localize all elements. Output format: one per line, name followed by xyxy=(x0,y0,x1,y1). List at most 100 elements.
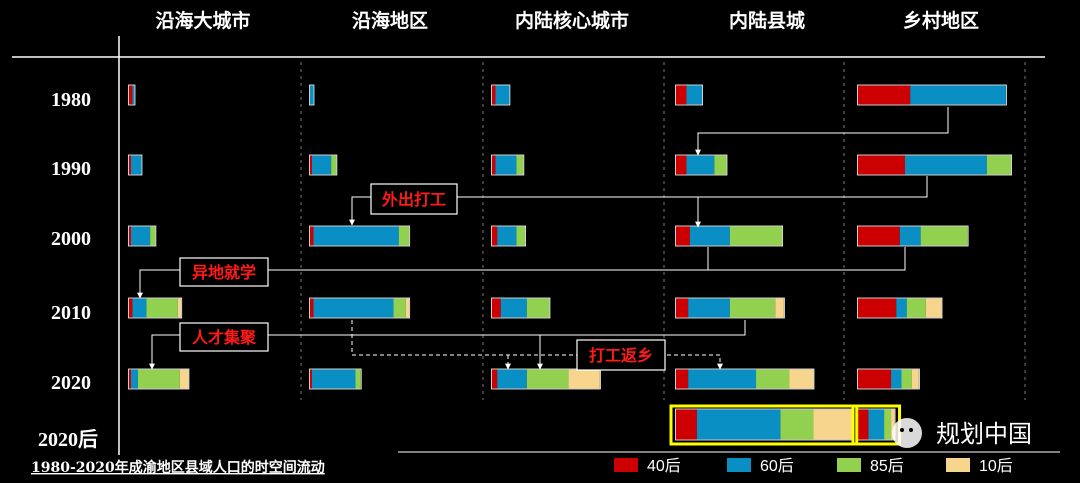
bar-segment-10后 xyxy=(568,369,600,389)
bar-outline xyxy=(857,154,1013,176)
bar-segment-40后 xyxy=(310,226,314,246)
bar-segment-85后 xyxy=(756,369,790,389)
bar-segment-40后 xyxy=(858,298,897,318)
bar-segment-40后 xyxy=(129,226,131,246)
annotation-box xyxy=(179,257,269,287)
bar-segment-40后 xyxy=(676,369,689,389)
bar-segment-60后 xyxy=(686,155,715,175)
column-title: 沿海大城市 xyxy=(155,9,250,32)
wechat-icon-eye xyxy=(909,428,913,432)
year-label: 2000 xyxy=(51,228,91,250)
bar-segment-60后 xyxy=(689,226,730,246)
bar-outline xyxy=(675,297,785,319)
bar-segment-40后 xyxy=(858,409,869,440)
year-label: 2020后 xyxy=(38,428,98,451)
bar-segment-60后 xyxy=(686,85,703,105)
legend-label: 60后 xyxy=(760,457,794,475)
bar-segment-60后 xyxy=(313,226,399,246)
flow-study-elsewhere xyxy=(137,247,906,299)
bar-segment-85后 xyxy=(516,155,524,175)
bar-segment-85后 xyxy=(516,226,526,246)
bar-segment-60后 xyxy=(312,155,332,175)
bar-outline xyxy=(675,84,704,106)
bar-outline xyxy=(675,154,728,176)
bar-segment-60后 xyxy=(497,226,517,246)
bar-outline xyxy=(491,368,601,390)
bar-segment-40后 xyxy=(492,298,501,318)
bar-outline xyxy=(857,368,920,390)
bar-outline xyxy=(309,225,411,247)
bar-segment-40后 xyxy=(310,369,312,389)
bar-segment-60后 xyxy=(896,298,907,318)
bar-outline xyxy=(857,225,969,247)
bar-outline xyxy=(857,297,943,319)
bar-outline xyxy=(309,368,362,390)
bar-segment-85后 xyxy=(137,369,180,389)
bar-segment-10后 xyxy=(177,298,182,318)
bar-outline xyxy=(309,297,411,319)
bar-segment-40后 xyxy=(858,85,911,105)
bar-segment-85后 xyxy=(526,369,569,389)
watermark-text: 规划中国 xyxy=(936,420,1032,448)
column-title: 内陆县城 xyxy=(729,9,805,32)
annotation-label: 人才集聚 xyxy=(192,328,257,347)
bar-outline xyxy=(128,84,136,106)
bar-outline xyxy=(491,225,526,247)
flow-talent-agglomeration xyxy=(149,320,746,370)
annotation-label: 外出打工 xyxy=(381,190,446,209)
bar-segment-60后 xyxy=(688,298,730,318)
legend-swatch xyxy=(837,458,861,472)
year-label: 2010 xyxy=(51,302,91,324)
legend-label: 40后 xyxy=(647,457,681,475)
bar-segment-85后 xyxy=(331,155,337,175)
legend-swatch xyxy=(614,458,638,472)
bar-outline xyxy=(491,84,511,106)
bar-segment-40后 xyxy=(129,85,133,105)
year-label: 1980 xyxy=(51,89,91,111)
bar-outline xyxy=(309,84,315,106)
bar-segment-60后 xyxy=(500,298,527,318)
wechat-icon xyxy=(892,418,922,448)
bar-segment-40后 xyxy=(310,155,312,175)
bar-segment-60后 xyxy=(132,298,147,318)
bar-segment-60后 xyxy=(495,155,517,175)
bar-segment-10后 xyxy=(891,409,895,440)
bar-segment-10后 xyxy=(405,298,410,318)
bar-segment-40后 xyxy=(492,155,496,175)
bar-segment-60后 xyxy=(899,226,921,246)
flow-rural-to-county-1990 xyxy=(695,107,949,156)
annotation-box xyxy=(179,322,269,352)
bar-segment-60后 xyxy=(131,369,138,389)
year-label: 1990 xyxy=(51,158,91,180)
column-title: 乡村地区 xyxy=(903,9,979,32)
bar-outline xyxy=(491,297,551,319)
bar-segment-40后 xyxy=(129,155,131,175)
chart-caption: 1980-2020年成渝地区县域人口的时空间流动 xyxy=(31,459,325,476)
bar-outline xyxy=(675,368,815,390)
bar-segment-60后 xyxy=(910,85,1006,105)
bar-segment-40后 xyxy=(676,409,697,440)
column-title: 沿海地区 xyxy=(352,9,428,32)
bar-segment-40后 xyxy=(858,226,900,246)
bar-segment-40后 xyxy=(129,369,131,389)
bar-segment-40后 xyxy=(310,298,314,318)
bar-segment-85后 xyxy=(729,298,776,318)
bar-segment-60后 xyxy=(310,85,314,105)
bar-segment-85后 xyxy=(780,409,814,440)
bar-segment-10后 xyxy=(911,369,919,389)
bar-segment-10后 xyxy=(789,369,814,389)
wechat-icon-eye xyxy=(900,428,904,432)
bar-segment-85后 xyxy=(355,369,361,389)
bar-segment-40后 xyxy=(676,298,689,318)
bar-segment-40后 xyxy=(492,369,498,389)
legend-swatch xyxy=(727,458,751,472)
bar-segment-85后 xyxy=(884,409,892,440)
bar-outline xyxy=(675,225,784,247)
bar-segment-40后 xyxy=(676,155,687,175)
bar-segment-10后 xyxy=(925,298,942,318)
bar-outline xyxy=(857,84,1007,106)
bar-segment-85后 xyxy=(729,226,783,246)
bar-outline xyxy=(128,225,157,247)
bar-outline xyxy=(128,297,183,319)
bar-segment-60后 xyxy=(891,369,902,389)
